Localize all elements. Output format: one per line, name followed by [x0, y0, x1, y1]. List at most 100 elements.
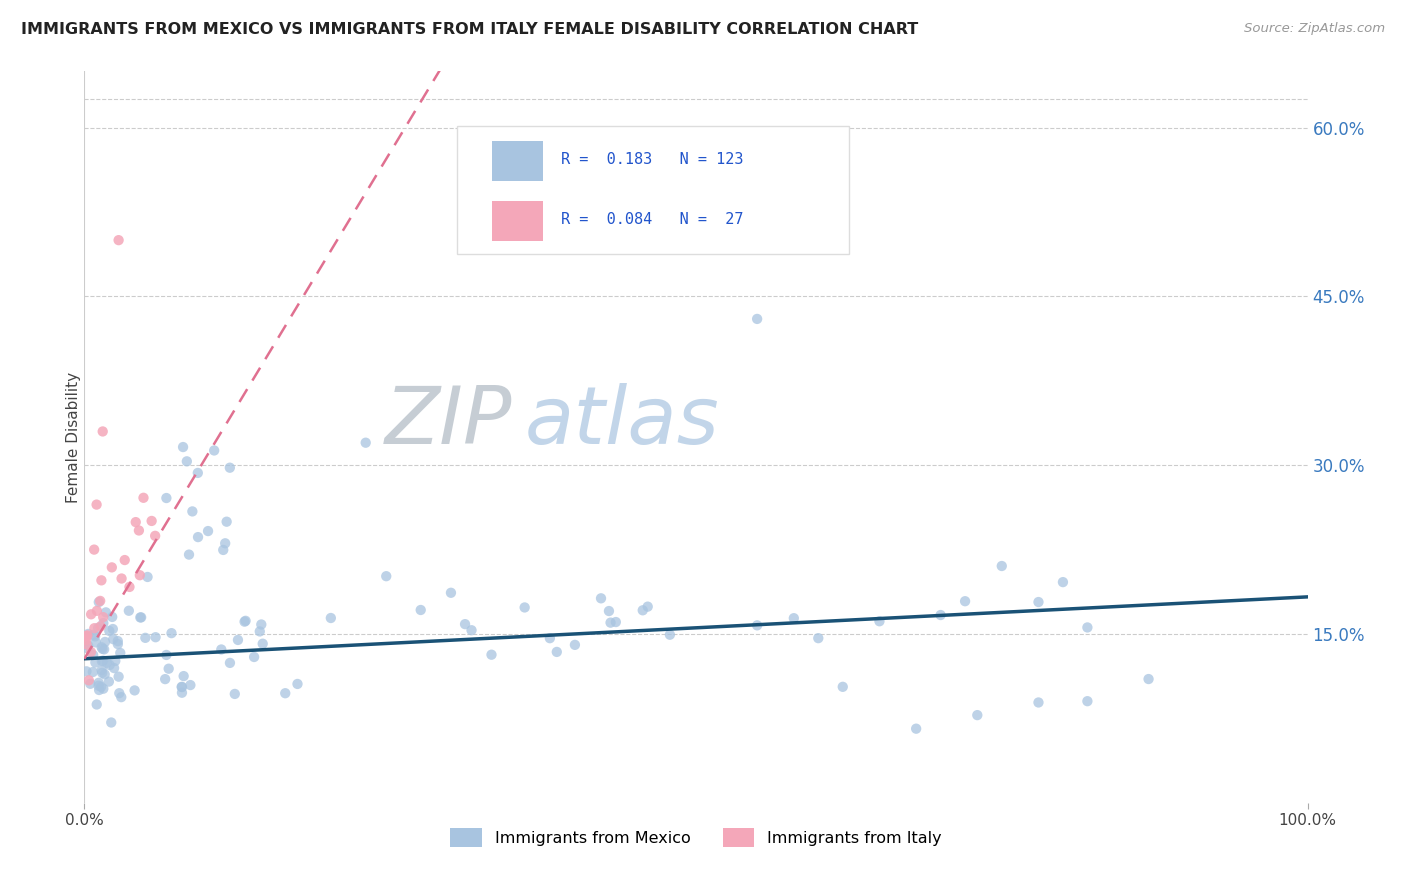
Point: [100, 715, 122, 730]
Point: [76, 629, 98, 643]
FancyBboxPatch shape: [457, 126, 849, 254]
Point: [77, 641, 100, 656]
Point: [94, 635, 117, 649]
Point: [84, 635, 107, 649]
Point: [104, 654, 127, 668]
Point: [75, 665, 97, 679]
Point: [87, 595, 110, 609]
Point: [598, 604, 620, 618]
Point: [187, 466, 209, 480]
Point: [128, 524, 150, 538]
Point: [991, 559, 1014, 574]
Point: [110, 646, 132, 660]
Point: [84, 629, 107, 643]
Point: [181, 504, 204, 518]
Point: [747, 312, 769, 326]
Point: [129, 610, 152, 624]
Point: [155, 648, 177, 662]
Point: [252, 637, 274, 651]
Point: [209, 642, 232, 657]
Point: [129, 610, 152, 624]
Point: [214, 536, 236, 550]
Point: [224, 687, 246, 701]
Point: [538, 631, 561, 645]
Point: [546, 645, 568, 659]
Point: [375, 569, 398, 583]
Text: atlas: atlas: [524, 384, 720, 461]
Point: [93, 642, 115, 657]
Point: [233, 615, 256, 629]
Point: [90, 663, 112, 677]
Bar: [492, 141, 543, 181]
Point: [77, 639, 100, 653]
Point: [187, 530, 209, 544]
Point: [83, 628, 105, 642]
Point: [243, 650, 266, 665]
Point: [235, 614, 257, 628]
Point: [599, 615, 621, 630]
Point: [90, 654, 112, 668]
Point: [460, 624, 482, 638]
Point: [124, 683, 146, 698]
Text: ZIP: ZIP: [385, 384, 513, 461]
Point: [125, 515, 148, 529]
Point: [118, 604, 141, 618]
Point: [160, 626, 183, 640]
Point: [110, 690, 132, 705]
Point: [929, 607, 952, 622]
Point: [98, 658, 121, 673]
Text: IMMIGRANTS FROM MEXICO VS IMMIGRANTS FROM ITALY FEMALE DISABILITY CORRELATION CH: IMMIGRANTS FROM MEXICO VS IMMIGRANTS FRO…: [21, 22, 918, 37]
Point: [454, 617, 477, 632]
Point: [145, 630, 167, 644]
Point: [807, 631, 830, 645]
Point: [75, 632, 97, 647]
Point: [90, 619, 112, 633]
Point: [110, 572, 132, 586]
Point: [87, 683, 110, 698]
Point: [87, 679, 110, 693]
Point: [226, 632, 249, 647]
Point: [84, 656, 107, 670]
Point: [170, 680, 193, 694]
Point: [103, 661, 125, 675]
Point: [76, 637, 98, 651]
Point: [173, 669, 195, 683]
Point: [219, 656, 242, 670]
Point: [97, 674, 120, 689]
Point: [1076, 694, 1098, 708]
Point: [86, 604, 108, 618]
Point: [157, 662, 180, 676]
Point: [91, 425, 114, 439]
Point: [966, 708, 988, 723]
Point: [107, 637, 129, 651]
Text: Source: ZipAtlas.com: Source: ZipAtlas.com: [1244, 22, 1385, 36]
Text: R =  0.183   N = 123: R = 0.183 N = 123: [561, 152, 744, 167]
Point: [91, 641, 114, 656]
Point: [143, 529, 166, 543]
Point: [132, 491, 155, 505]
Point: [93, 667, 115, 681]
Point: [91, 665, 114, 680]
Point: [107, 634, 129, 648]
Point: [108, 686, 131, 700]
Legend: Immigrants from Mexico, Immigrants from Italy: Immigrants from Mexico, Immigrants from …: [444, 822, 948, 854]
Point: [953, 594, 976, 608]
Point: [905, 722, 928, 736]
Point: [155, 491, 177, 505]
Point: [136, 570, 159, 584]
Point: [101, 610, 124, 624]
Point: [90, 574, 112, 588]
Point: [1052, 575, 1074, 590]
Point: [658, 628, 681, 642]
Point: [170, 686, 193, 700]
Point: [319, 611, 342, 625]
Point: [605, 615, 627, 629]
Point: [440, 586, 463, 600]
Point: [96, 656, 118, 670]
Point: [287, 677, 309, 691]
Bar: [492, 201, 543, 241]
Point: [90, 680, 112, 694]
Point: [128, 568, 150, 582]
Point: [179, 678, 201, 692]
Point: [114, 553, 136, 567]
